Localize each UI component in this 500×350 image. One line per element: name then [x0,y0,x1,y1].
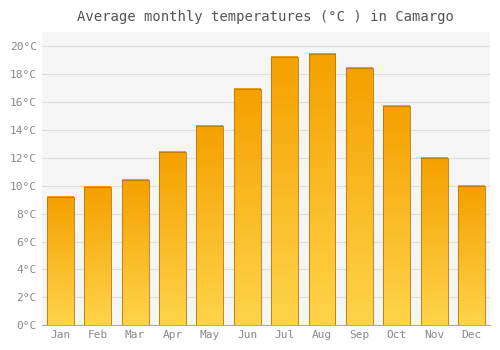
Bar [159,152,186,326]
Bar [47,197,74,326]
Bar [84,187,111,326]
Bar [420,158,448,326]
Bar [308,54,336,326]
Bar [122,180,148,326]
Bar [196,126,224,326]
Bar [234,89,260,326]
Bar [384,106,410,326]
Title: Average monthly temperatures (°C ) in Camargo: Average monthly temperatures (°C ) in Ca… [78,10,454,24]
Bar [458,186,485,326]
Bar [346,68,373,326]
Bar [271,57,298,326]
